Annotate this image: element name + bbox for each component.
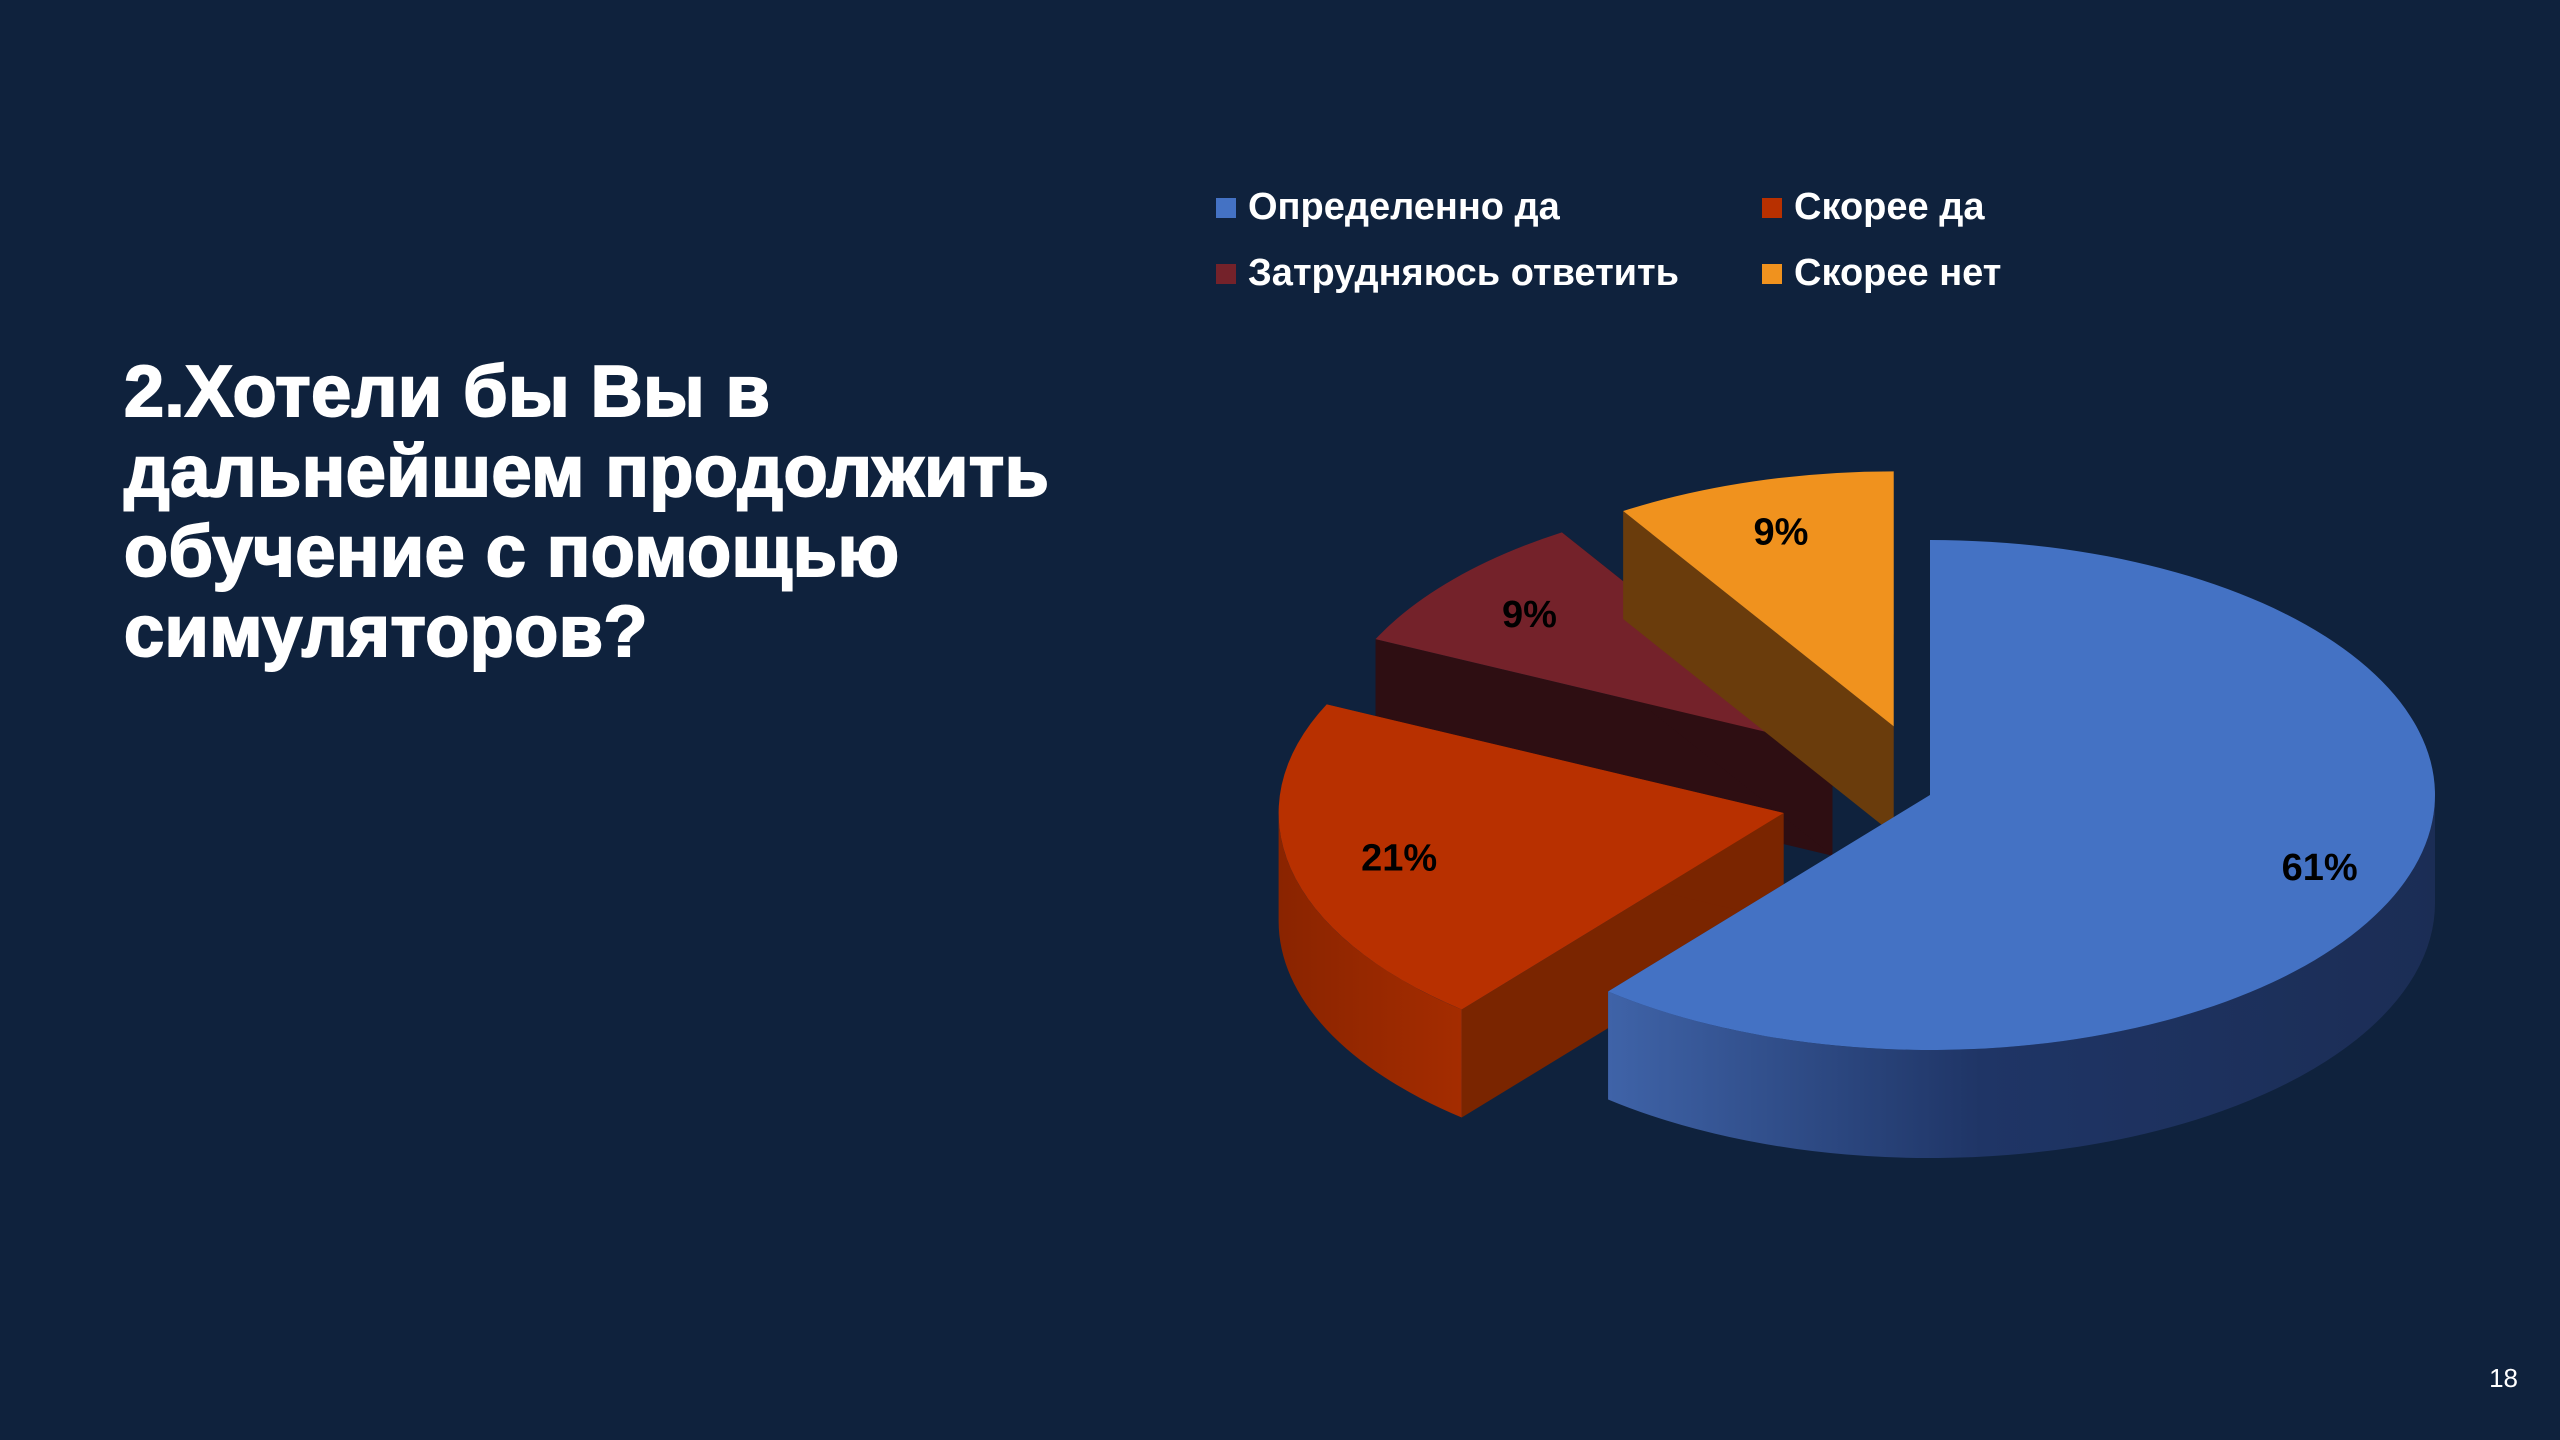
legend-label-rather-no: Скорее нет	[1794, 252, 2002, 294]
legend-item-hard-to-say: Затрудняюсь ответить	[1216, 252, 1679, 295]
page-number: 18	[2489, 1363, 2518, 1393]
data-label-rather-no: 9%	[1754, 511, 1809, 553]
pie-slice-definitely-yes	[1608, 540, 2435, 1159]
data-label-hard-to-say: 9%	[1502, 594, 1557, 636]
legend-swatch-hard-to-say	[1216, 263, 1236, 284]
legend-item-definitely-yes: Определенно да	[1216, 186, 1560, 229]
pie-slice-top-definitely-yes	[1608, 540, 2435, 1050]
pie-slice-wall-definitely-yes-0	[1608, 795, 2435, 1159]
legend-item-rather-yes: Скорее да	[1762, 186, 1984, 229]
pie-slice-rather-yes	[1278, 704, 1784, 1118]
legend-swatch-rather-no	[1762, 263, 1782, 284]
legend-swatch-definitely-yes	[1216, 197, 1236, 218]
pie-slice-top-rather-yes	[1278, 704, 1784, 1010]
legend-item-rather-no: Скорее нет	[1762, 252, 2001, 295]
pie-slice-rather-no	[1623, 471, 1894, 835]
data-label-rather-yes: 21%	[1361, 837, 1437, 879]
legend-label-definitely-yes: Определенно да	[1248, 186, 1560, 228]
slide-title: 2.Хотели бы Вы в дальнейшем продолжить о…	[123, 351, 1050, 673]
chart-legend: Определенно да Скорее да Затрудняюсь отв…	[1216, 186, 2116, 326]
legend-label-rather-yes: Скорее да	[1794, 186, 1985, 228]
legend-label-hard-to-say: Затрудняюсь ответить	[1248, 252, 1680, 294]
pie-slice-top-rather-no	[1623, 471, 1894, 727]
pie-slice-wall-rather-yes-0	[1278, 812, 1462, 1118]
pie-slice-edge-rather-no-0	[1623, 511, 1894, 835]
legend-swatch-rather-yes	[1762, 197, 1782, 218]
data-label-definitely-yes: 61%	[2282, 847, 2358, 889]
